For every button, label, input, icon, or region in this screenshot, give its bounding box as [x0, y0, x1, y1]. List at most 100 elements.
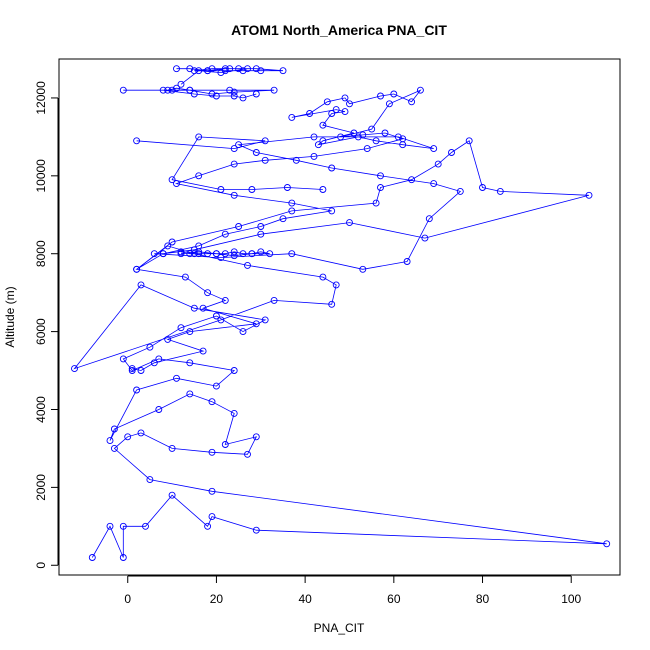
- data-point: [221, 67, 229, 75]
- data-point: [168, 444, 176, 452]
- data-point: [372, 137, 380, 145]
- data-point: [150, 359, 158, 367]
- data-point: [252, 149, 260, 156]
- data-point: [119, 522, 127, 530]
- data-point: [408, 98, 416, 106]
- data-point: [381, 129, 389, 137]
- data-point: [377, 92, 384, 100]
- data-point: [168, 491, 176, 499]
- data-point: [257, 67, 265, 75]
- data-point: [332, 106, 340, 114]
- data-point: [226, 65, 234, 73]
- series-lines: [73, 68, 607, 558]
- data-point: [221, 441, 229, 448]
- data-point: [456, 187, 464, 195]
- data-point: [328, 300, 336, 308]
- data-point: [244, 65, 251, 73]
- data-point: [328, 110, 336, 117]
- plot-area-border: [58, 58, 621, 576]
- data-point: [230, 248, 238, 256]
- data-point: [177, 248, 185, 256]
- data-point: [71, 365, 78, 373]
- data-point: [319, 186, 327, 193]
- data-point: [221, 296, 229, 304]
- data-point: [341, 108, 349, 116]
- data-point: [186, 328, 194, 336]
- data-point: [146, 476, 154, 484]
- data-point: [314, 141, 322, 149]
- data-point: [239, 328, 247, 336]
- data-point: [430, 180, 438, 188]
- data-point: [310, 152, 318, 160]
- data-point: [603, 540, 611, 548]
- data-point: [363, 145, 371, 153]
- data-point: [186, 65, 194, 73]
- y-axis-label: Altitude (m): [3, 286, 17, 347]
- x-axis-label: PNA_CIT: [314, 621, 365, 635]
- data-point: [270, 296, 278, 304]
- series-line: [73, 89, 607, 558]
- data-point: [195, 67, 203, 75]
- data-point: [288, 113, 296, 121]
- data-point: [337, 133, 345, 141]
- data-point: [421, 234, 429, 242]
- data-point: [177, 80, 185, 88]
- data-point: [288, 199, 296, 207]
- data-point: [119, 554, 127, 561]
- data-point: [195, 248, 203, 256]
- data-point: [230, 88, 238, 96]
- data-point: [394, 133, 402, 141]
- data-point: [239, 94, 247, 102]
- data-point: [306, 110, 314, 117]
- data-point: [328, 207, 336, 215]
- data-point: [359, 265, 367, 273]
- x-tick-label: 100: [561, 592, 581, 606]
- data-point: [261, 316, 269, 324]
- data-point: [217, 254, 225, 262]
- y-tick-label: 6000: [34, 318, 48, 345]
- data-point: [208, 513, 216, 521]
- chart-title: ATOM1 North_America PNA_CIT: [231, 22, 447, 38]
- data-point: [208, 487, 216, 495]
- data-point: [195, 133, 203, 141]
- data-point: [257, 230, 265, 238]
- data-point: [177, 250, 185, 258]
- data-point: [181, 273, 189, 281]
- x-tick-label: 0: [124, 592, 131, 606]
- data-point: [217, 316, 225, 324]
- data-point: [244, 450, 251, 458]
- data-point: [208, 398, 216, 406]
- data-point: [465, 137, 473, 145]
- data-point: [133, 386, 141, 394]
- data-point: [106, 437, 114, 445]
- data-point: [190, 90, 198, 98]
- data-point: [164, 335, 172, 343]
- y-tick-label: 12000: [34, 81, 48, 115]
- series-line: [136, 136, 323, 190]
- series-line: [180, 251, 270, 257]
- data-point: [137, 367, 145, 374]
- data-point: [212, 312, 220, 320]
- data-point: [346, 219, 353, 227]
- y-tick-label: 8000: [34, 240, 48, 267]
- data-point: [110, 425, 118, 433]
- data-point: [173, 65, 180, 73]
- data-point: [416, 86, 424, 94]
- data-point: [230, 92, 238, 100]
- data-point: [399, 135, 407, 143]
- x-tick-label: 20: [210, 592, 224, 606]
- series-line: [123, 87, 275, 99]
- data-point: [128, 365, 136, 373]
- data-point: [328, 164, 336, 172]
- x-tick-label: 80: [476, 592, 490, 606]
- data-point: [195, 250, 203, 258]
- data-point: [133, 137, 141, 145]
- data-point: [239, 67, 247, 75]
- data-point: [186, 250, 194, 258]
- data-point: [372, 199, 380, 207]
- data-point: [150, 250, 158, 258]
- data-point: [288, 250, 296, 258]
- data-point: [354, 133, 362, 141]
- data-point: [341, 94, 349, 102]
- data-point: [221, 230, 229, 238]
